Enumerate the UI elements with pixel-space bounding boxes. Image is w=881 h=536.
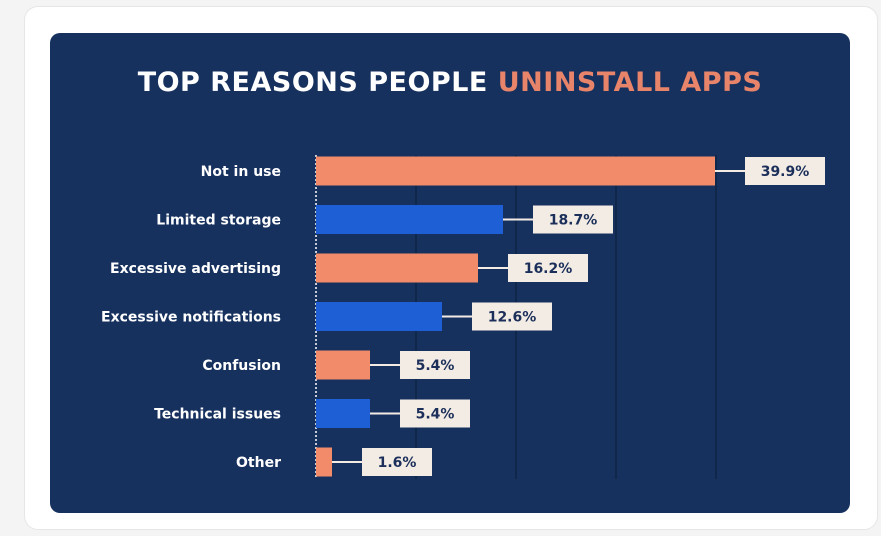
value-label-box [362, 448, 432, 476]
chart-title-main: TOP REASONS PEOPLE [137, 67, 498, 98]
bar [316, 253, 478, 283]
category-label: Excessive notifications [101, 310, 281, 326]
bar [316, 156, 715, 186]
bar [316, 350, 370, 380]
value-label: 12.6% [488, 310, 537, 326]
value-label-box [400, 351, 470, 379]
value-label: 5.4% [416, 407, 455, 423]
bar [316, 399, 370, 428]
category-label: Limited storage [156, 213, 281, 229]
value-label-box [745, 157, 825, 185]
category-label: Technical issues [154, 407, 281, 423]
value-label: 1.6% [378, 455, 417, 471]
category-label: Not in use [201, 164, 281, 180]
category-label: Excessive advertising [110, 261, 281, 277]
value-label-box [508, 254, 588, 282]
value-label: 5.4% [416, 358, 455, 374]
value-label-box [533, 205, 613, 234]
value-label-box [400, 399, 470, 428]
category-label: Confusion [202, 358, 281, 374]
chart-title-accent: UNINSTALL APPS [497, 67, 763, 98]
bar-chart: Not in use 39.9% Limited storage 18.7% Exces… [101, 155, 825, 479]
bar [316, 447, 332, 477]
chart-title: TOP REASONS PEOPLE UNINSTALL APPS [50, 67, 850, 98]
bar [316, 302, 442, 331]
value-label: 18.7% [549, 213, 598, 229]
value-label-box [472, 302, 552, 331]
category-label: Other [236, 455, 281, 471]
bar [316, 205, 503, 234]
value-label: 39.9% [761, 164, 810, 180]
chart-title-layer: TOP REASONS PEOPLE UNINSTALL APPS [50, 33, 850, 513]
value-label: 16.2% [524, 261, 573, 277]
chart-panel: Not in use 39.9% Limited storage 18.7% Exces… [50, 33, 850, 513]
